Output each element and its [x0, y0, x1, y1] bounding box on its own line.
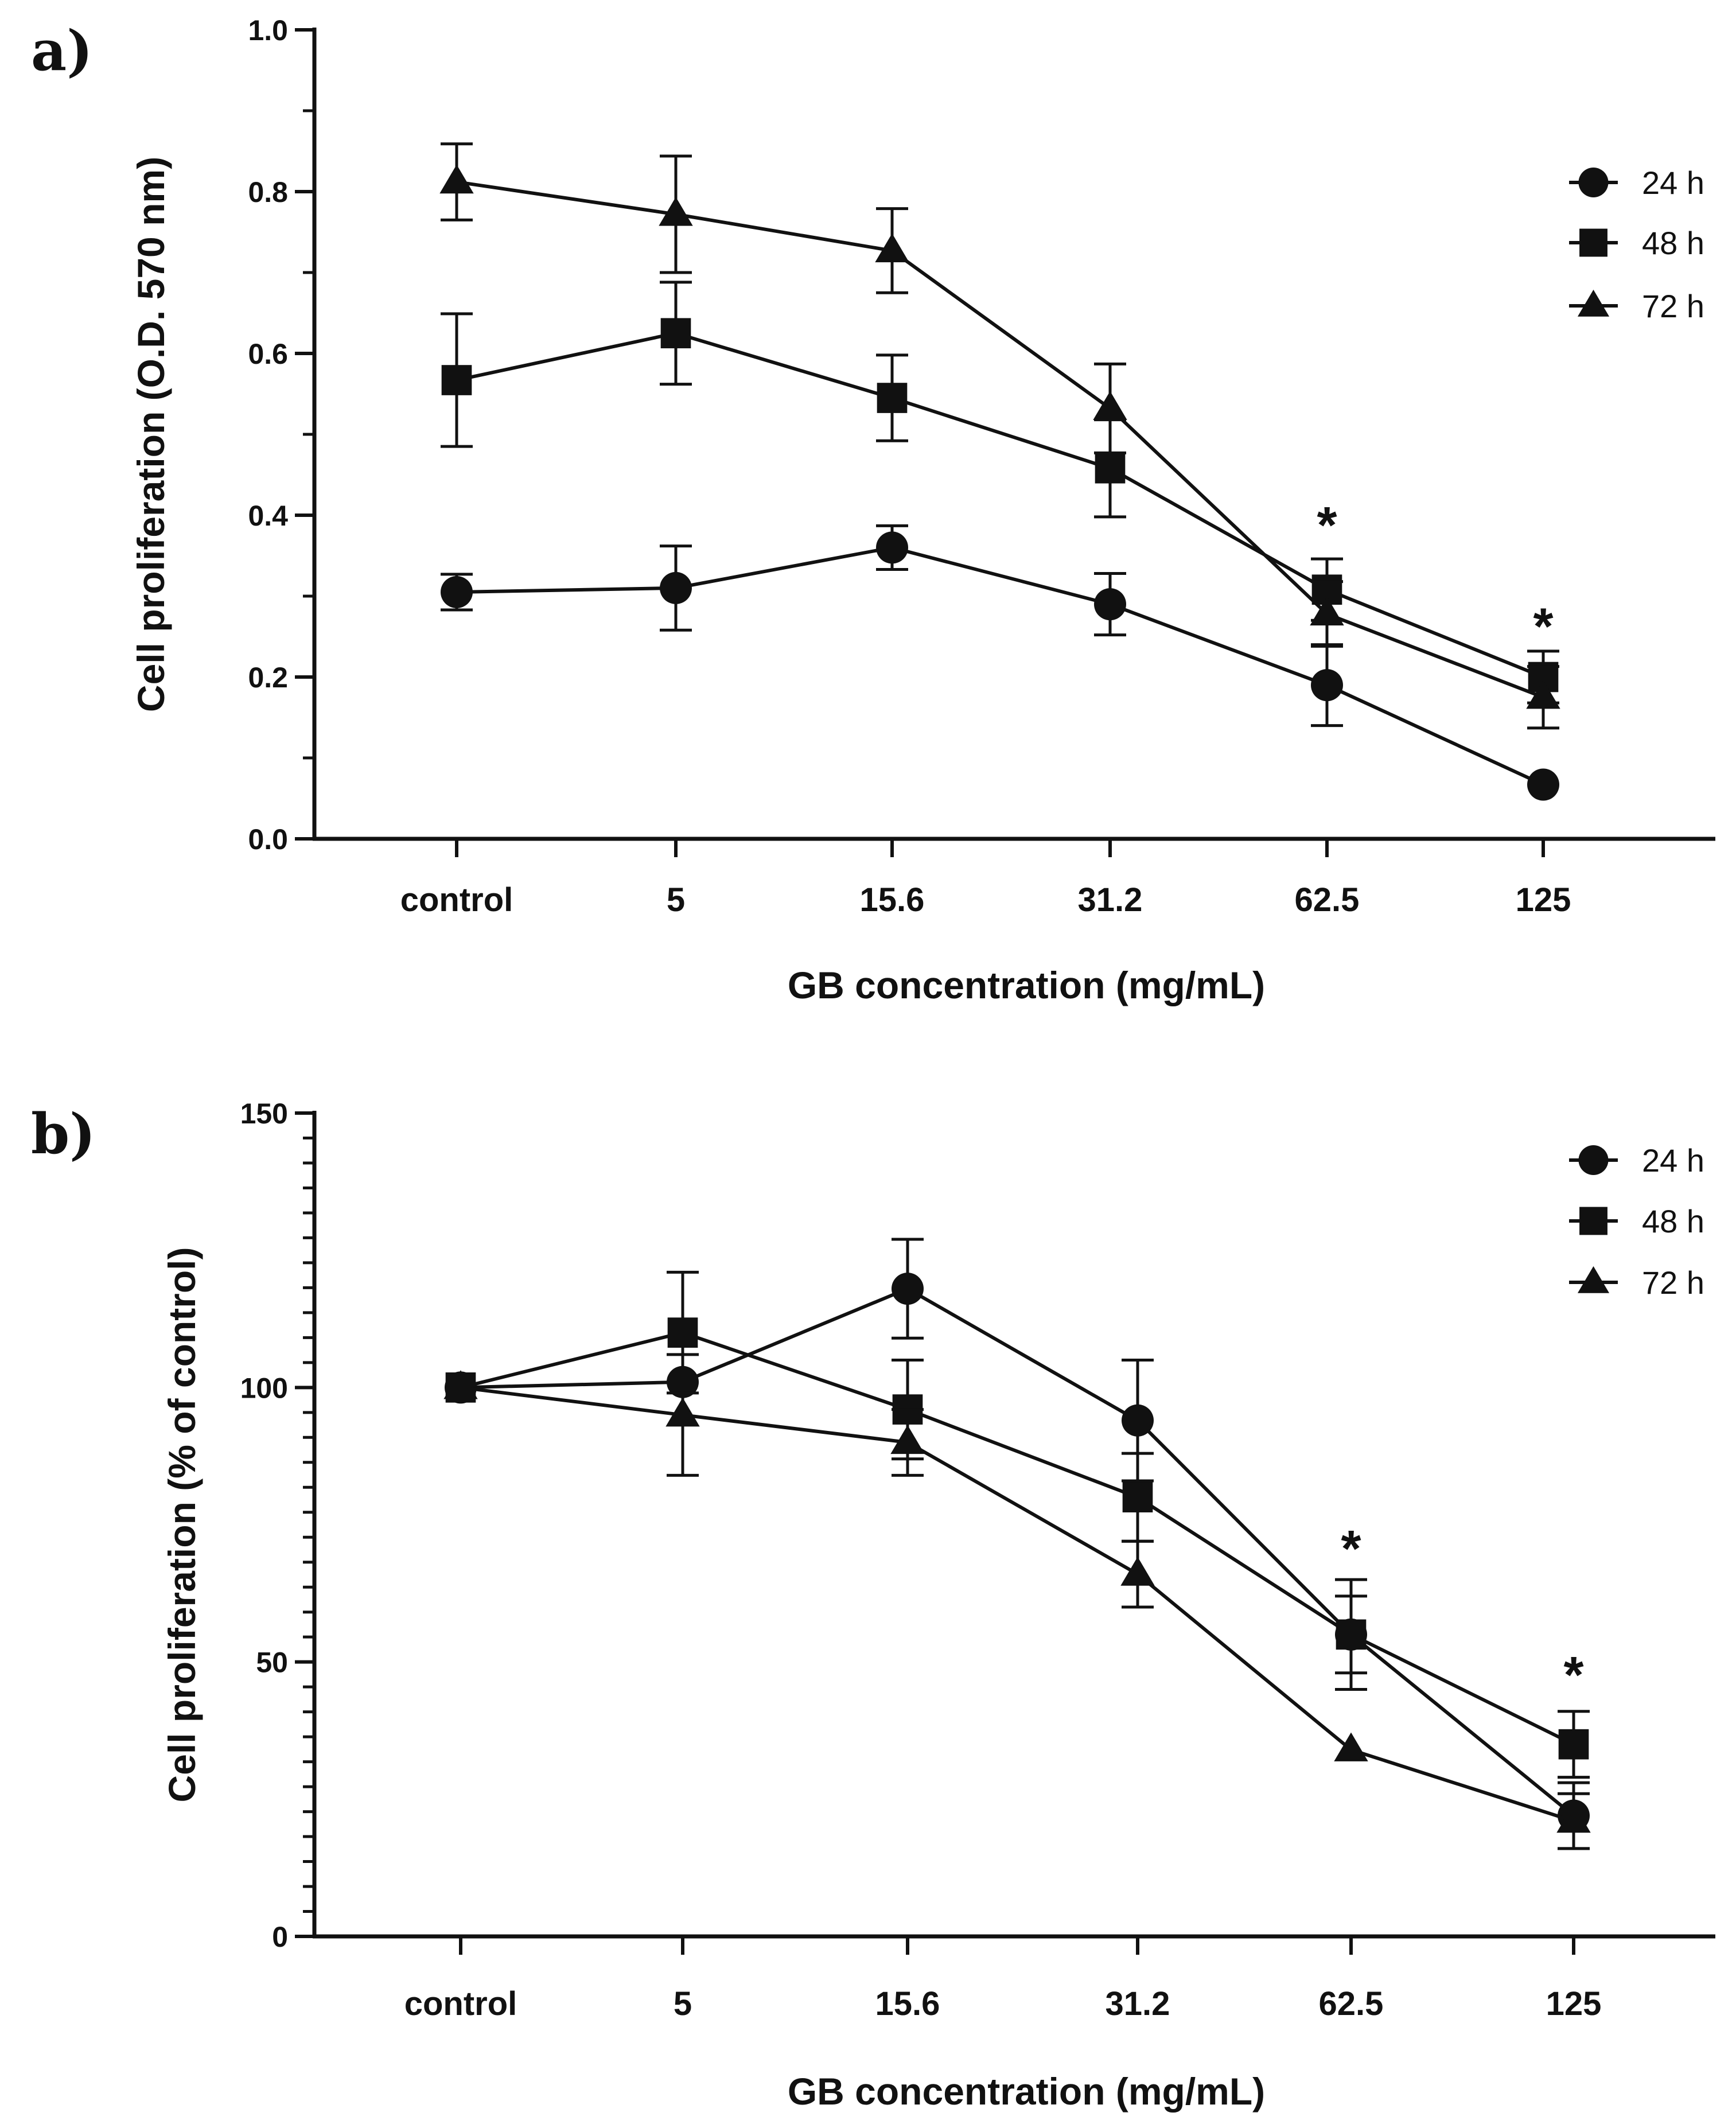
- significance-marker: *: [1533, 598, 1553, 655]
- series-line: [460, 1287, 1575, 1817]
- data-point-circle: [660, 571, 692, 604]
- data-point-triangle: [439, 164, 474, 194]
- data-point-circle: [1094, 588, 1126, 621]
- legend: 24 h 48 h 72 h: [1569, 165, 1704, 324]
- data-point-circle: [441, 575, 473, 608]
- legend-label: 72 h: [1642, 1265, 1704, 1301]
- x-tick-label: 125: [1546, 1985, 1602, 2022]
- y-axis-title: Cell proliferation (O.D. 570 nm): [130, 157, 172, 712]
- y-tick-label: 150: [240, 1098, 288, 1130]
- data-point-triangle: [890, 1425, 925, 1454]
- series-72-h: [443, 1353, 1591, 1850]
- legend-label: 24 h: [1642, 1142, 1704, 1178]
- x-tick-label: 125: [1516, 881, 1571, 919]
- legend-marker-circle: [1578, 1145, 1609, 1175]
- data-point-triangle: [1093, 391, 1127, 421]
- data-point-triangle: [1334, 1732, 1368, 1761]
- x-tick-label: 31.2: [1106, 1985, 1170, 2022]
- legend-label: 48 h: [1642, 225, 1704, 261]
- x-tick-label: 62.5: [1319, 1985, 1384, 2022]
- x-axis-title: GB concentration (mg/mL): [788, 2070, 1265, 2113]
- x-tick-label: 5: [667, 881, 685, 919]
- data-point-circle: [1527, 768, 1559, 801]
- x-tick-label: 5: [674, 1985, 692, 2022]
- x-tick-label: 15.6: [860, 881, 925, 919]
- x-tick-label: control: [404, 1985, 517, 2022]
- data-point-square: [1122, 1482, 1153, 1512]
- series-72-h: [439, 142, 1560, 730]
- y-tick-label: 0.6: [248, 338, 288, 370]
- data-point-triangle: [1526, 680, 1560, 709]
- data-point-square: [1095, 453, 1126, 484]
- legend-marker-triangle: [1577, 1266, 1610, 1293]
- data-point-triangle: [1120, 1557, 1155, 1586]
- panel-label: b): [31, 1102, 96, 1166]
- panel-label: a): [31, 18, 93, 83]
- data-point-square: [441, 365, 472, 395]
- chart-panel-b: b) 0 50 100 150 control 5 15.6 31.2 62.5 125 GB con…: [31, 1098, 1715, 2113]
- series-24-h: [445, 1238, 1590, 1850]
- legend-label: 24 h: [1642, 165, 1704, 201]
- legend-marker-triangle: [1577, 289, 1610, 317]
- series-line: [456, 331, 1544, 679]
- data-point-circle: [1122, 1404, 1154, 1437]
- x-tick-label: 62.5: [1295, 881, 1360, 919]
- legend-label: 48 h: [1642, 1203, 1704, 1239]
- data-point-square: [877, 383, 908, 413]
- series-48-h: [445, 1270, 1590, 1779]
- legend-marker-circle: [1578, 168, 1609, 197]
- series-line: [460, 1386, 1574, 1823]
- data-point-triangle: [1556, 1803, 1591, 1833]
- data-point-square: [1558, 1729, 1589, 1760]
- significance-marker: *: [1341, 1520, 1361, 1578]
- data-point-square: [660, 318, 691, 349]
- chart-panel-a: a) 0.0 0.2 0.4 0.6 0.8 1.0 control 5 15.6 31.2 62.5…: [31, 14, 1715, 1006]
- data-point-triangle: [443, 1370, 478, 1399]
- data-point-circle: [1311, 669, 1343, 702]
- series-line: [456, 180, 1544, 699]
- legend-label: 72 h: [1642, 288, 1704, 324]
- x-tick-label: control: [400, 881, 513, 919]
- data-point-square: [1336, 1619, 1367, 1650]
- legend: 24 h 48 h 72 h: [1569, 1142, 1704, 1301]
- x-tick-label: 15.6: [875, 1985, 940, 2022]
- series-line: [460, 1331, 1575, 1746]
- data-point-triangle: [875, 233, 909, 263]
- series-24-h: [441, 524, 1559, 801]
- y-tick-label: 0.0: [248, 823, 288, 855]
- x-axis-title: GB concentration (mg/mL): [788, 964, 1265, 1006]
- y-tick-label: 1.0: [248, 14, 288, 46]
- significance-marker: *: [1317, 497, 1337, 554]
- data-point-square: [667, 1317, 698, 1348]
- series-line: [456, 546, 1544, 787]
- data-point-circle: [892, 1273, 924, 1305]
- legend-marker-square: [1579, 1207, 1607, 1235]
- y-tick-label: 100: [240, 1372, 288, 1404]
- y-tick-label: 0.8: [248, 176, 288, 208]
- y-tick-label: 0.2: [248, 662, 288, 694]
- data-point-circle: [876, 531, 908, 564]
- y-tick-label: 0.4: [248, 500, 288, 532]
- significance-marker: *: [1563, 1647, 1583, 1704]
- data-point-triangle: [665, 1397, 700, 1427]
- y-tick-label: 50: [256, 1647, 288, 1679]
- y-axis-title: Cell proliferation (% of control): [161, 1247, 203, 1803]
- y-tick-label: 0: [272, 1921, 288, 1953]
- data-point-triangle: [1310, 596, 1344, 626]
- data-point-triangle: [659, 197, 693, 226]
- x-tick-label: 31.2: [1078, 881, 1143, 919]
- legend-marker-square: [1579, 228, 1607, 257]
